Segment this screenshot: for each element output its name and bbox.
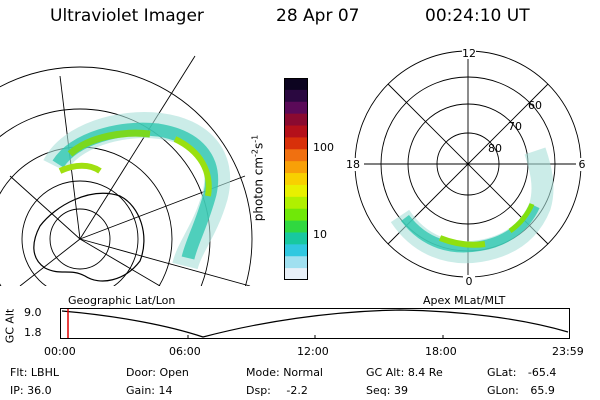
colorbar-segment (284, 125, 308, 138)
colorbar-segment (284, 220, 308, 233)
mlt-label-12: 12 (462, 47, 476, 60)
x-tick-1200: 12:00 (297, 345, 329, 358)
filter-field: Flt: LBHL (10, 366, 59, 379)
colorbar-segment (284, 161, 308, 174)
left-panel-title: Geographic Lat/Lon (68, 294, 176, 307)
colorbar-segment (284, 78, 308, 91)
glat-field: GLat: -65.4 (487, 366, 557, 379)
meridian (79, 55, 196, 240)
colorbar-tick-10: 10 (313, 228, 327, 241)
lat-circle (21, 180, 139, 286)
colorbar-segment (284, 89, 308, 103)
colorbar-segment (284, 268, 308, 280)
right-panel-title: Apex MLat/MLT (423, 294, 506, 307)
mode-field: Mode: Normal (246, 366, 323, 379)
colorbar-segment (284, 137, 308, 150)
observation-date: 28 Apr 07 (276, 6, 360, 26)
lat-label-60: 60 (528, 99, 542, 112)
colorbar-segment (284, 173, 308, 186)
colorbar-segment (284, 184, 308, 198)
seq-field: Seq: 39 (366, 384, 408, 397)
geographic-image (0, 55, 253, 286)
gain-field: Gain: 14 (126, 384, 173, 397)
x-tick-0000: 00:00 (44, 345, 76, 358)
lat-circle (49, 208, 111, 270)
glon-field: GLon: 65.9 (487, 384, 555, 397)
colorbar-segment (284, 232, 308, 245)
mlt-label-0: 0 (466, 275, 473, 286)
x-tick-0600: 06:00 (169, 345, 201, 358)
altitude-y-bottom: 1.8 (24, 326, 42, 339)
colorbar-segment (284, 149, 308, 162)
continent-outline (33, 192, 145, 282)
instrument-title: Ultraviolet Imager (50, 6, 204, 26)
ip-field: IP: 36.0 (10, 384, 52, 397)
polar-plot: 12 18 6 0 60 70 80 (342, 46, 590, 286)
meridian (79, 238, 161, 286)
colorbar-segment (284, 208, 308, 222)
altitude-ylabel: GC Alt (3, 308, 17, 344)
colorbar-segment (284, 113, 308, 127)
altitude-y-top: 9.0 (24, 306, 42, 319)
meridian (79, 238, 251, 286)
aurora-oval (43, 112, 231, 270)
lat-circle (0, 66, 253, 286)
altitude-curve (61, 309, 569, 338)
gcalt-field: GC Alt: 8.4 Re (366, 366, 443, 379)
x-tick-1800: 18:00 (425, 345, 457, 358)
meridian (19, 238, 81, 286)
colorbar-segment (284, 256, 308, 269)
mlt-label-6: 6 (579, 158, 586, 171)
door-field: Door: Open (126, 366, 189, 379)
dsp-field: Dsp: -2.2 (246, 384, 308, 397)
meridian (9, 175, 81, 240)
colorbar-segment (284, 101, 308, 115)
lat-label-80: 80 (488, 142, 502, 155)
colorbar (284, 78, 308, 280)
polar-aurora (390, 147, 554, 264)
colorbar-unit-label: photon cm-2s-1 (250, 134, 266, 222)
altitude-plot (60, 308, 570, 339)
x-tick-2359: 23:59 (552, 345, 584, 358)
colorbar-segment (284, 244, 308, 257)
colorbar-tick-100: 100 (313, 141, 334, 154)
mlt-label-18: 18 (346, 158, 360, 171)
colorbar-segment (284, 196, 308, 210)
observation-time: 00:24:10 UT (425, 6, 530, 26)
lat-label-70: 70 (508, 120, 522, 133)
